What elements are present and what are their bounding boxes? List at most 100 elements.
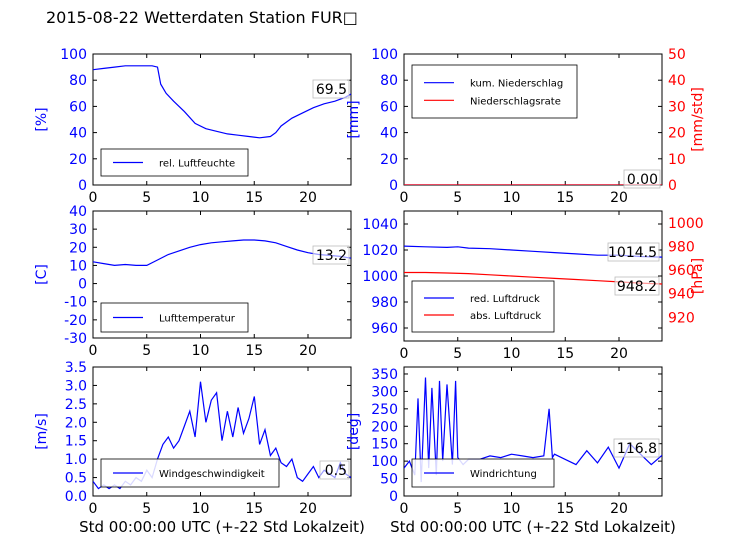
y-tick-label: 100 — [371, 47, 398, 63]
y-axis-label: [deg] — [346, 413, 362, 450]
panel-temperature: 0 5 10 15 20 -30 -20 -10 0 10 20 30 40 [C] Lufttempera… — [34, 204, 352, 359]
legend-label: abs. Luftdruck — [470, 311, 541, 322]
x-tick-label: 5 — [142, 190, 151, 206]
y-tick-label: -30 — [64, 331, 87, 347]
annotation-value: 116.8 — [617, 441, 657, 457]
y-right-axis-label: [hPa] — [690, 258, 706, 294]
legend-label: Windgeschwindigkeit — [159, 469, 265, 480]
y-tick-label: 0.5 — [65, 471, 87, 487]
x-tick-label: 10 — [192, 343, 210, 359]
y-right-tick-label: 980 — [668, 239, 695, 255]
legend-label: kum. Niederschlag — [470, 79, 563, 90]
y-tick-label: 10 — [69, 258, 87, 274]
annotation-box — [614, 276, 660, 296]
annotation-box — [319, 460, 350, 480]
x-tick-label: 10 — [192, 501, 210, 517]
x-tick-label: 5 — [142, 501, 151, 517]
x-tick-label: 15 — [556, 346, 574, 362]
x-tick-label: 20 — [299, 501, 317, 517]
annotation-box — [623, 169, 661, 189]
y-right-tick-label: 20 — [668, 126, 686, 142]
y-right-tick-label: 0 — [668, 178, 677, 194]
annotation-box — [607, 242, 660, 262]
y-right-tick-label: 50 — [668, 47, 686, 63]
x-tick-label: 20 — [299, 190, 317, 206]
y-axis-label: [m/s] — [34, 413, 50, 450]
y-tick-label: 150 — [371, 437, 398, 453]
panel-windspeed: 0 5 10 15 20 0.0 0.5 1.0 1.5 2.0 2.5 3.0 3.5 [m/s] Win… — [34, 360, 352, 517]
y-tick-label: 30 — [69, 222, 87, 238]
annotation-value: 0.5 — [325, 463, 347, 479]
x-tick-label: 5 — [453, 346, 462, 362]
panel-precipitation: 0 5 10 15 20 0 20 40 60 80 100 0 10 20 30 40 50 [mm] [mm/s… — [346, 47, 706, 206]
y-tick-label: 200 — [371, 419, 398, 435]
annotation-value: 1014.5 — [608, 245, 657, 261]
y-right-tick-label: 40 — [668, 73, 686, 89]
y-tick-label: -10 — [64, 295, 87, 311]
annotation-value: 69.5 — [316, 82, 347, 98]
legend-label: rel. Luftfeuchte — [159, 159, 235, 170]
y-right-tick-label: 10 — [668, 152, 686, 168]
x-tick-label: 20 — [610, 346, 628, 362]
annotation-value: 0.00 — [627, 172, 658, 188]
annotation-box — [613, 438, 660, 458]
y-axis-label: [C] — [34, 264, 50, 285]
y-tick-label: 3.5 — [65, 360, 87, 376]
y-tick-label: 300 — [371, 384, 398, 400]
y-tick-label: 1.5 — [65, 434, 87, 450]
y-right-axis-label: [mm/std] — [690, 87, 706, 152]
y-axis-label: [mm] — [346, 100, 362, 138]
x-tick-label: 5 — [142, 343, 151, 359]
x-tick-label: 10 — [192, 190, 210, 206]
annotation-box — [312, 245, 350, 265]
x-tick-label: 10 — [503, 501, 521, 517]
y-tick-label: 60 — [69, 99, 87, 115]
y-tick-label: 40 — [69, 204, 87, 220]
x-tick-label: 10 — [503, 190, 521, 206]
legend-label: Windrichtung — [470, 469, 537, 480]
y-tick-label: 0 — [389, 489, 398, 505]
y-tick-label: 3.0 — [65, 378, 87, 394]
y-right-tick-label: 960 — [668, 263, 695, 279]
annotation-box — [312, 79, 350, 99]
x-tick-label: 0 — [400, 501, 409, 517]
y-right-tick-label: 920 — [668, 310, 695, 326]
plot-frame — [92, 210, 352, 339]
x-tick-label: 15 — [245, 343, 263, 359]
legend-label: Lufttemperatur — [159, 314, 236, 325]
y-tick-label: 0 — [389, 178, 398, 194]
y-tick-label: 960 — [371, 321, 398, 337]
plot-frame — [92, 366, 352, 497]
x-tick-label: 0 — [400, 190, 409, 206]
y-tick-label: 40 — [380, 126, 398, 142]
panel-pressure: 0 5 10 15 20 960 980 1000 1020 1040 920 940 960 980 10… — [362, 210, 706, 362]
x-tick-label: 5 — [453, 190, 462, 206]
y-tick-label: 350 — [371, 367, 398, 383]
x-tick-label: 15 — [245, 501, 263, 517]
y-tick-label: 50 — [380, 472, 398, 488]
y-tick-label: 1040 — [362, 217, 398, 233]
y-tick-label: 0 — [78, 178, 87, 194]
y-tick-label: 2.0 — [65, 415, 87, 431]
y-tick-label: 0.0 — [65, 489, 87, 505]
x-tick-label: 15 — [556, 501, 574, 517]
x-axis-label-left: Std 00:00:00 UTC (+-22 Std Lokalzeit) — [79, 518, 365, 536]
legend-box — [411, 64, 578, 119]
y-tick-label: 20 — [380, 152, 398, 168]
x-tick-label: 0 — [400, 346, 409, 362]
y-tick-label: 20 — [69, 152, 87, 168]
x-tick-label: 5 — [453, 501, 462, 517]
y-tick-label: 1.0 — [65, 452, 87, 468]
x-tick-label: 0 — [89, 343, 98, 359]
y-tick-label: 40 — [69, 126, 87, 142]
x-axis-label-right: Std 00:00:00 UTC (+-22 Std Lokalzeit) — [390, 518, 676, 536]
y-right-tick-label: 940 — [668, 287, 695, 303]
y-tick-label: 0 — [78, 277, 87, 293]
plot-frame — [403, 366, 663, 497]
y-tick-label: 80 — [380, 73, 398, 89]
x-tick-label: 0 — [89, 501, 98, 517]
y-tick-label: 2.5 — [65, 397, 87, 413]
y-tick-label: 20 — [69, 240, 87, 256]
y-right-tick-label: 1000 — [668, 216, 704, 232]
